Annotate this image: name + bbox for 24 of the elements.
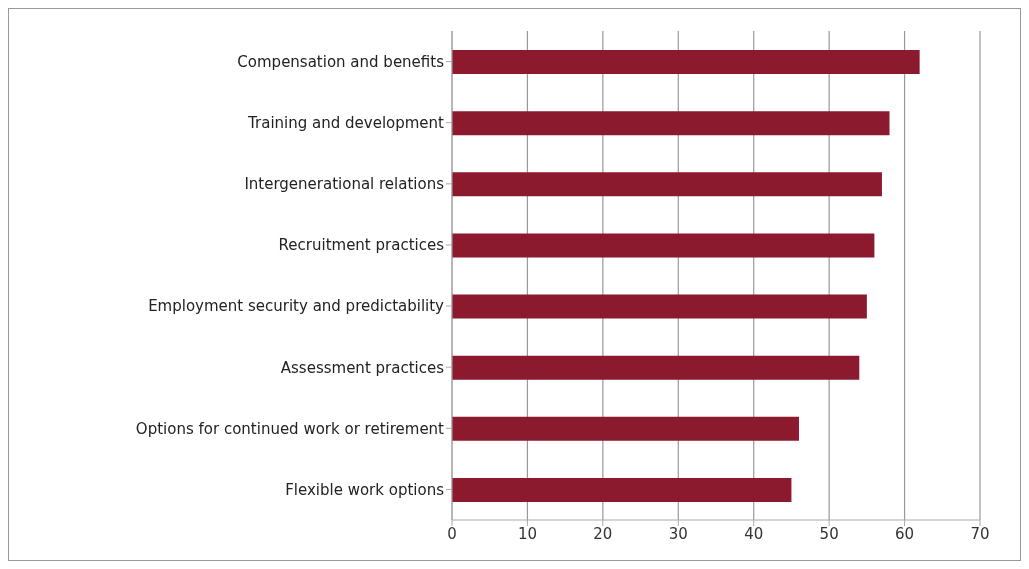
x-tick-label: 30 xyxy=(668,524,688,543)
bar xyxy=(452,233,875,258)
y-tick-label: Flexible work options xyxy=(285,480,445,499)
y-tick-label: Employment security and predictability xyxy=(148,297,445,316)
y-tick-label: Options for continued work or retirement xyxy=(135,419,445,438)
x-tick-label: 50 xyxy=(819,524,839,543)
bar xyxy=(452,172,882,197)
y-tick-label: Training and development xyxy=(247,114,445,133)
x-tick-label: 60 xyxy=(895,524,915,543)
x-tick-label: 70 xyxy=(970,524,990,543)
x-tick-label: 40 xyxy=(744,524,764,543)
y-tick-label: Recruitment practices xyxy=(278,236,445,255)
bar xyxy=(452,416,799,441)
y-tick-label: Intergenerational relations xyxy=(244,175,445,194)
x-tick-label: 10 xyxy=(517,524,537,543)
x-tick-label: 0 xyxy=(447,524,457,543)
x-tick-label: 20 xyxy=(593,524,613,543)
bar xyxy=(452,50,920,74)
bar xyxy=(452,111,890,136)
bar xyxy=(452,477,792,502)
y-tick-label: Assessment practices xyxy=(280,358,445,377)
bar xyxy=(452,355,860,380)
bar xyxy=(452,294,867,319)
y-tick-label: Compensation and benefits xyxy=(237,52,445,71)
